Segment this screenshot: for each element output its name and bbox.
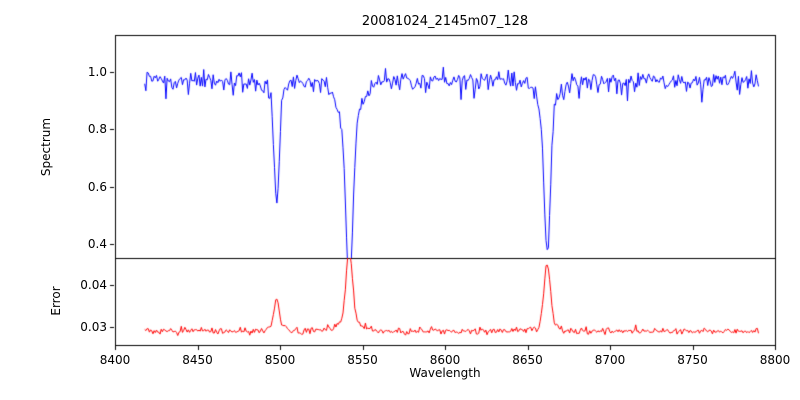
error-y-tick-label: 0.03 (80, 319, 107, 334)
x-tick-label: 8400 (99, 353, 131, 367)
chart-title: 20081024_2145m07_128 (361, 14, 529, 29)
x-tick-label: 8500 (264, 353, 296, 367)
x-tick-label: 8700 (594, 353, 626, 367)
x-tick-label: 8750 (677, 353, 708, 367)
spectrum-y-tick-label: 0.6 (87, 179, 107, 194)
x-tick-label: 8450 (182, 353, 213, 367)
spectrum-y-tick-label: 1.0 (87, 65, 107, 80)
x-axis-label: Wavelength (409, 366, 481, 380)
x-tick-label: 8600 (429, 353, 461, 367)
x-tick-label: 8800 (759, 353, 791, 367)
spectrum-y-tick-label: 0.4 (87, 236, 107, 251)
error-y-tick-label: 0.04 (80, 278, 107, 293)
x-tick-label: 8550 (347, 353, 378, 367)
spectrum-y-tick-label: 0.8 (87, 122, 107, 137)
x-tick-label: 8650 (512, 353, 543, 367)
